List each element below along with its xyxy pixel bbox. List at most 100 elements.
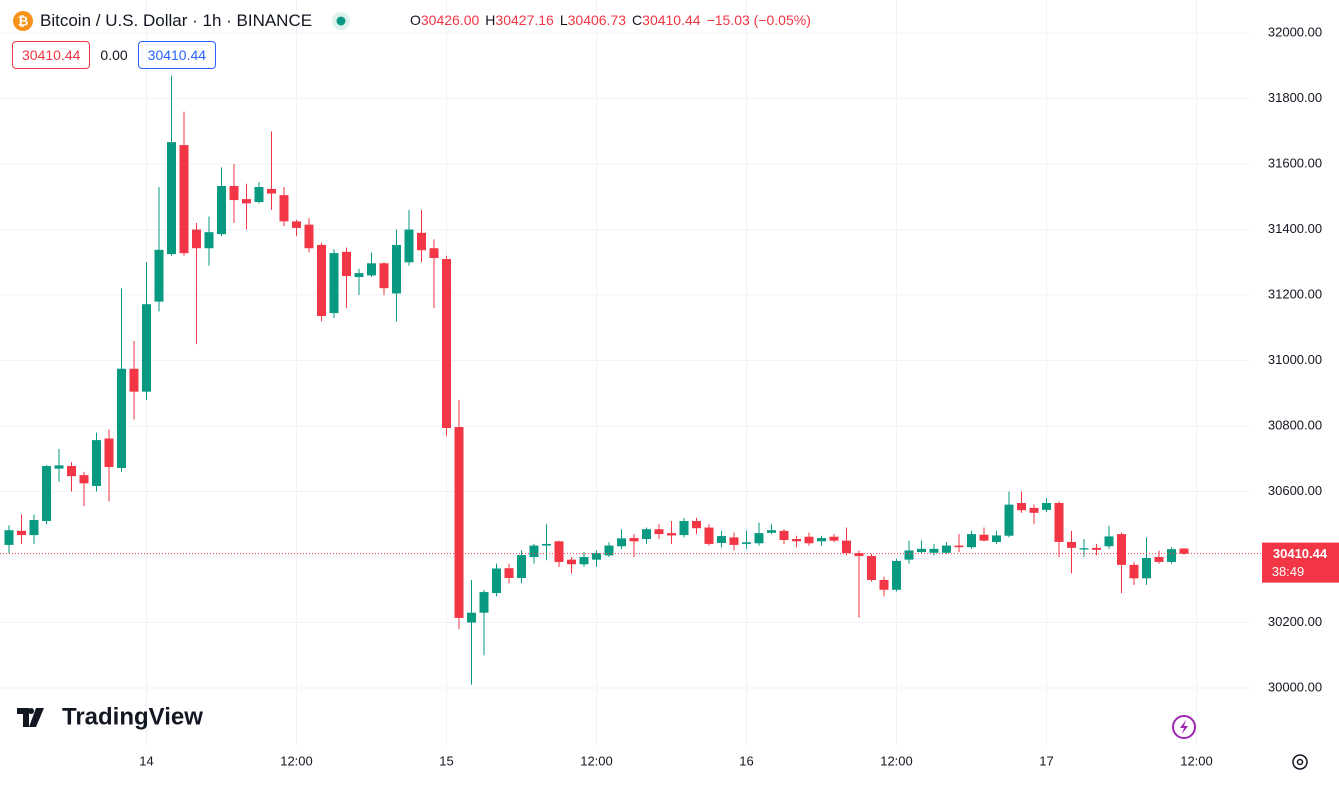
candle-body: [967, 534, 976, 548]
candle-body: [1142, 558, 1151, 579]
last-price-box: [1262, 542, 1339, 583]
candle-body: [279, 195, 289, 222]
x-tick-label: 15: [439, 753, 453, 768]
legend-item: O30426.00: [410, 12, 479, 28]
candle-body: [542, 543, 551, 546]
legend-value: 30406.73: [567, 12, 627, 28]
header: ₿ Bitcoin / U.S. Dollar · 1h · BINANCE: [12, 8, 352, 34]
candle-body: [167, 142, 176, 255]
sell-button[interactable]: 30410.44: [12, 41, 91, 69]
candle-body: [292, 221, 301, 228]
candle-body: [404, 229, 414, 263]
y-tick-label: 30600.00: [1268, 483, 1322, 498]
candle-body: [392, 244, 401, 294]
candle-body: [917, 548, 926, 553]
legend-item: H30427.16: [485, 12, 554, 28]
candle-body: [529, 545, 539, 558]
candle-body: [1067, 541, 1076, 548]
candle-body: [229, 186, 239, 201]
candle-body: [254, 186, 264, 203]
candle-body: [317, 244, 326, 317]
candle-body: [129, 368, 139, 392]
x-tick-label: 12:00: [280, 753, 313, 768]
candle-body: [304, 224, 314, 249]
candle-body: [67, 465, 76, 477]
candle-body: [617, 538, 626, 547]
y-tick-label: 30200.00: [1268, 614, 1322, 629]
candle-body: [579, 557, 589, 565]
candle-body: [779, 530, 789, 541]
legend-label: L: [559, 12, 568, 28]
candle-body: [942, 545, 951, 553]
candle-body: [904, 550, 914, 560]
candle-body: [79, 475, 89, 484]
candle-body: [592, 553, 601, 560]
candle-body: [842, 540, 851, 554]
candle-body: [1004, 504, 1014, 536]
y-tick-label: 31200.00: [1268, 286, 1322, 301]
candle-body: [892, 560, 901, 590]
candle-body: [467, 612, 476, 623]
candle-body: [1079, 548, 1089, 550]
candle-body: [217, 186, 226, 235]
candle-body: [867, 556, 876, 580]
candle-body: [817, 538, 826, 542]
candle-body: [879, 579, 889, 590]
x-tick-label: 17: [1039, 753, 1053, 768]
candle-body: [117, 368, 126, 468]
candle-body: [267, 188, 276, 194]
legend-label: O: [410, 12, 421, 28]
candle-body: [667, 533, 676, 536]
candle-body: [479, 592, 489, 613]
candle-body: [1042, 502, 1051, 510]
legend-label: H: [485, 12, 496, 28]
candle-body: [1029, 507, 1039, 513]
y-tick-label: 31600.00: [1268, 156, 1322, 171]
settings-dot: [1296, 758, 1304, 766]
x-tick-label: 14: [139, 753, 153, 768]
candle-body: [517, 555, 526, 578]
candle-body: [429, 248, 439, 259]
candle-body: [1017, 502, 1026, 511]
candle-body: [454, 427, 464, 618]
candle-body: [192, 229, 201, 249]
y-tick-label: 31000.00: [1268, 352, 1322, 367]
grid: [0, 0, 1250, 745]
y-tick-label: 30000.00: [1268, 679, 1322, 694]
buy-button[interactable]: 30410.44: [137, 41, 217, 69]
candle-body: [829, 536, 839, 541]
tv-logo: [17, 708, 44, 727]
candle-body: [604, 545, 614, 556]
candle-body: [804, 536, 814, 544]
svg-text:₿: ₿: [18, 13, 29, 28]
candle-body: [342, 251, 351, 277]
x-tick-label: 12:00: [580, 753, 613, 768]
countdown-label: 38:49: [1272, 564, 1305, 579]
candle-body: [1179, 548, 1189, 554]
y-tick-label: 30800.00: [1268, 417, 1322, 432]
trade-buttons: 30410.44 0.00 30410.44: [12, 41, 217, 69]
legend-item: L30406.73: [560, 12, 626, 28]
candle-body: [442, 259, 451, 429]
legend-value: 30410.44: [642, 12, 701, 28]
settings-icon[interactable]: [1292, 754, 1308, 770]
event-icon[interactable]: [1172, 715, 1196, 739]
candle-body: [154, 249, 164, 302]
ohlc-legend: O30426.00 H30427.16 L30406.73 C30410.44 −15.…: [410, 12, 811, 28]
candle-body: [92, 440, 101, 486]
candle-body: [142, 304, 151, 392]
watermark: TradingView: [17, 703, 203, 730]
candle-body: [329, 253, 339, 314]
candle-body: [17, 530, 26, 536]
candle-body: [104, 438, 114, 467]
candle-body: [1154, 557, 1164, 562]
candle-body: [379, 263, 389, 289]
candle-body: [1104, 536, 1114, 547]
candle-body: [504, 568, 514, 578]
candle-body: [204, 232, 214, 249]
legend-label: C: [632, 12, 643, 28]
x-tick-label: 12:00: [1180, 753, 1213, 768]
candle-body: [1129, 564, 1139, 579]
